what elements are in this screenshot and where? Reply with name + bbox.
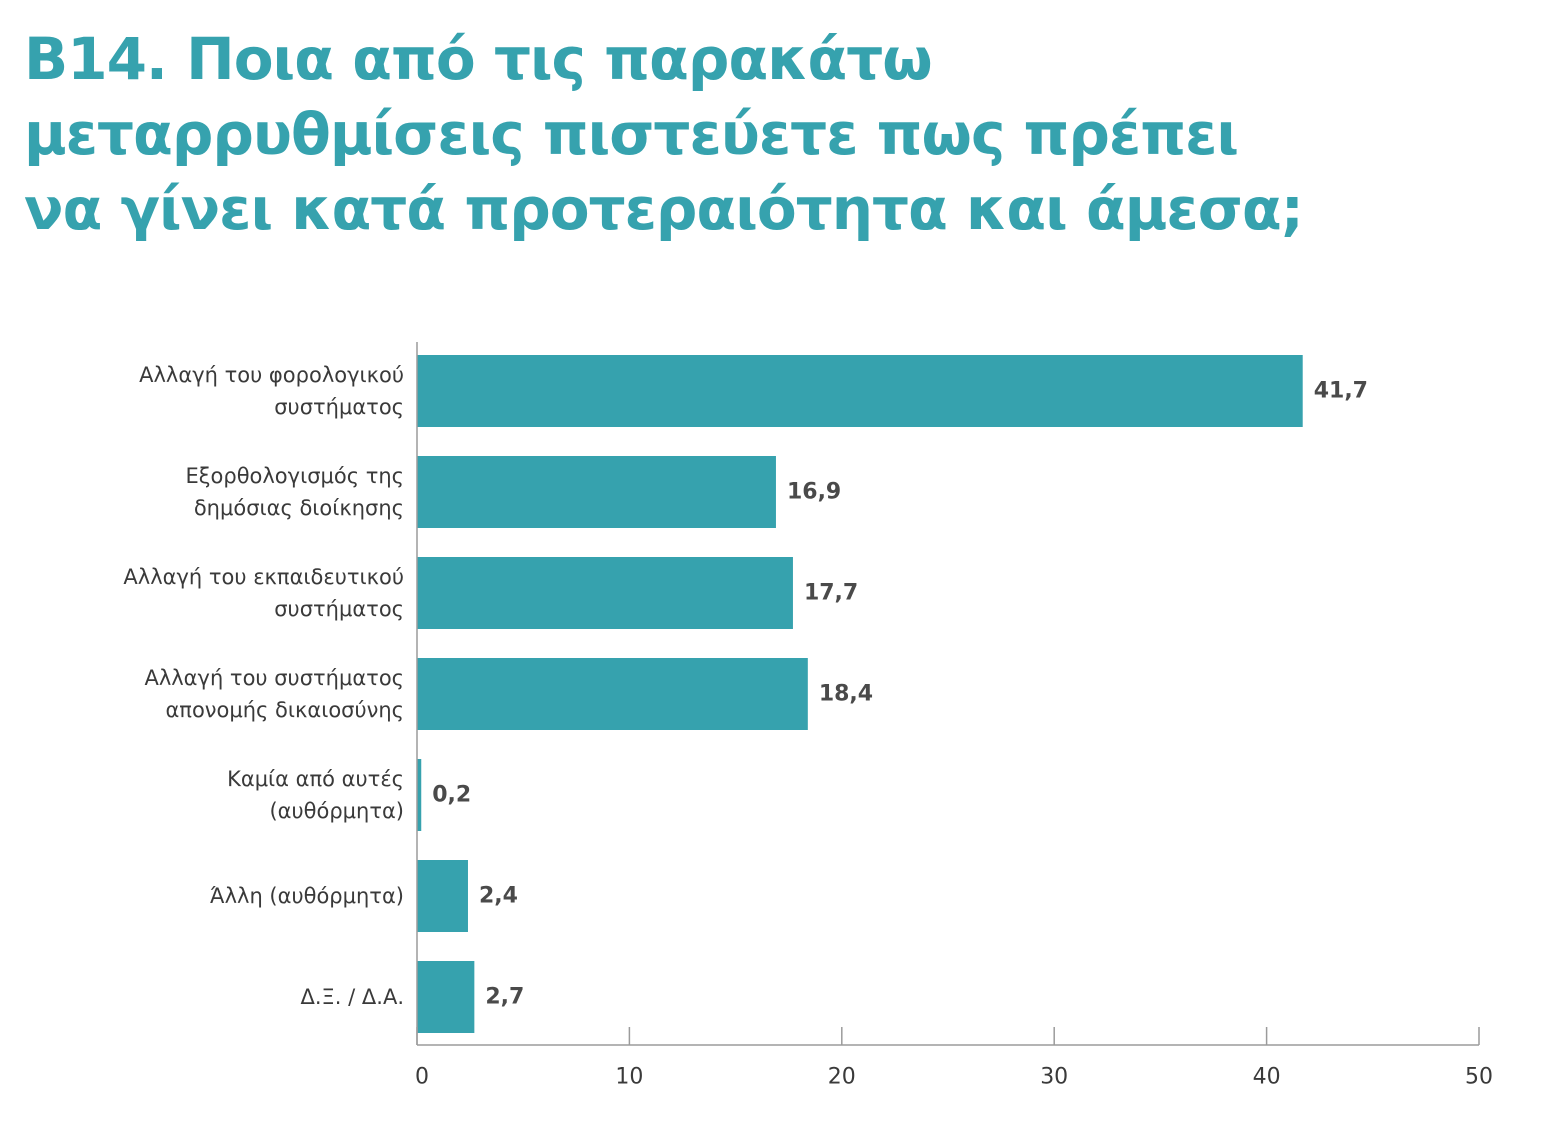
category-label-line: (αυθόρμητα): [269, 799, 404, 823]
category-label: Καμία από αυτές (αυθόρμητα): [227, 767, 404, 823]
category-label: Αλλαγή του φορολογικού συστήματος: [139, 363, 404, 419]
category-label: Άλλη (αυθόρμητα): [210, 884, 404, 908]
bar: [417, 658, 808, 730]
x-tick-label: 0: [415, 1065, 429, 1090]
data-label: 0,2: [432, 783, 471, 808]
data-label: 2,7: [485, 985, 524, 1010]
category-label-line: Καμία από αυτές: [227, 767, 404, 791]
chart-title-line-1: B14. Ποια από τις παρακάτω: [24, 25, 933, 93]
category-label: Αλλαγή του συστήματος απονομής δικαιοσύνη…: [144, 666, 404, 722]
category-label: Δ.Ξ. / Δ.Α.: [301, 985, 405, 1009]
category-label-line: Εξορθολογισμός της: [186, 464, 404, 488]
category-label-line: Αλλαγή του φορολογικού: [139, 363, 404, 387]
x-tick-label: 20: [828, 1065, 856, 1090]
category-label-line: απονομής δικαιοσύνης: [165, 698, 404, 722]
category-label-line: Αλλαγή του εκπαιδευτικού: [123, 565, 404, 589]
category-label-line: Δ.Ξ. / Δ.Α.: [301, 985, 405, 1009]
bar: [417, 759, 422, 831]
x-tick-label: 30: [1040, 1065, 1068, 1090]
category-label-line: συστήματος: [274, 395, 404, 419]
data-label: 17,7: [804, 581, 858, 606]
chart-title: B14. Ποια από τις παρακάτω μεταρρυθμίσει…: [24, 22, 1524, 247]
chart-title-line-2: μεταρρυθμίσεις πιστεύετε πως πρέπει: [24, 100, 1239, 168]
x-tick-label: 40: [1253, 1065, 1281, 1090]
bar: [417, 456, 776, 528]
data-label: 2,4: [479, 884, 518, 909]
chart-title-line-3: να γίνει κατά προτεραιότητα και άμεσα;: [24, 175, 1304, 243]
category-label-line: συστήματος: [274, 597, 404, 621]
category-label: Εξορθολογισμός της δημόσιας διοίκησης: [186, 464, 404, 520]
category-label-line: Αλλαγή του συστήματος: [144, 666, 404, 690]
x-tick-label: 10: [615, 1065, 643, 1090]
category-label-line: δημόσιας διοίκησης: [194, 496, 404, 520]
category-label-line: Άλλη (αυθόρμητα): [210, 884, 404, 908]
bar: [417, 557, 793, 629]
bar: [417, 860, 468, 932]
category-label: Αλλαγή του εκπαιδευτικού συστήματος: [123, 565, 404, 621]
x-tick-label: 50: [1465, 1065, 1493, 1090]
data-label: 41,7: [1314, 379, 1368, 404]
bar: [417, 961, 475, 1033]
data-label: 16,9: [787, 480, 841, 505]
data-label: 18,4: [819, 682, 873, 707]
bar: [417, 355, 1303, 427]
